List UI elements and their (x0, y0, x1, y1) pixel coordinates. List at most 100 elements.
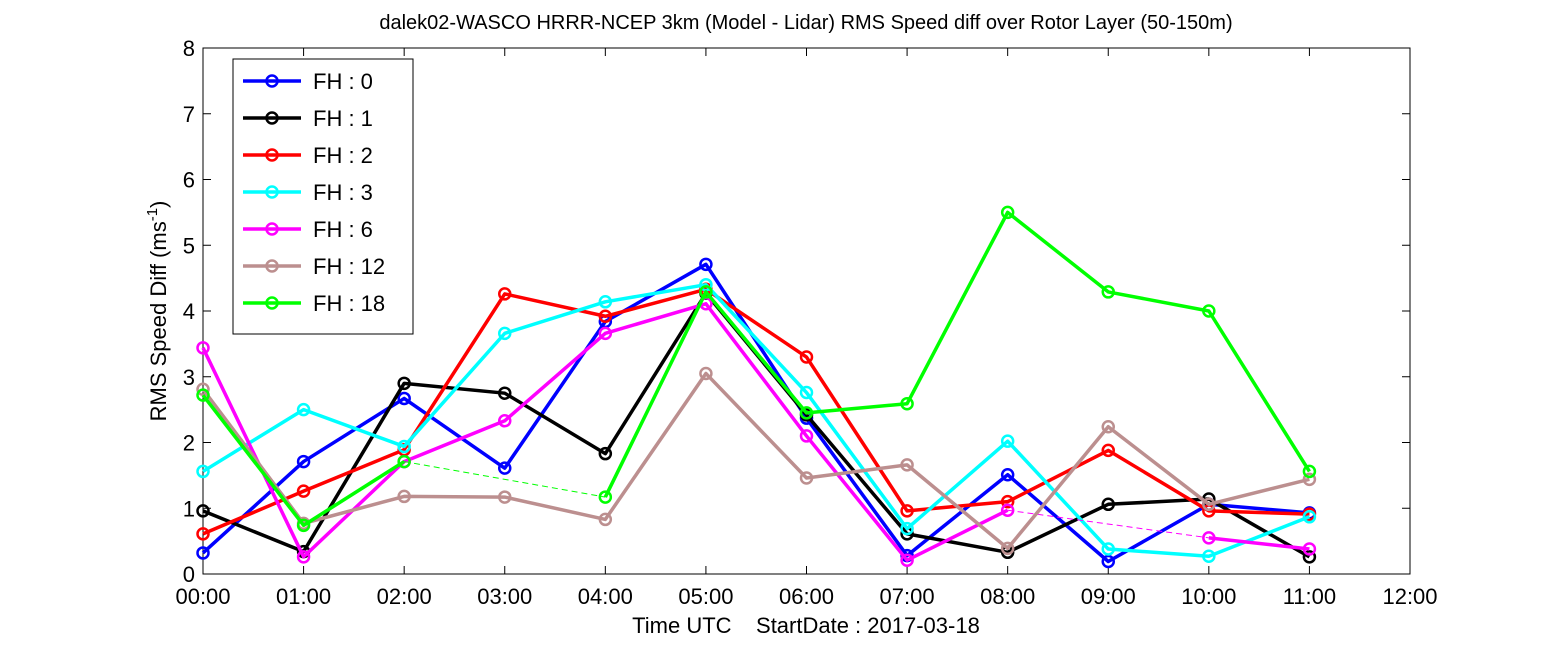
data-point (900, 504, 914, 518)
data-point (196, 527, 210, 541)
y-tick-label: 5 (183, 233, 195, 258)
data-point (1101, 419, 1115, 434)
data-point (799, 406, 814, 420)
legend-marker (265, 148, 279, 162)
legend-entry: FH : 2 (243, 143, 373, 168)
data-point (1302, 510, 1317, 524)
data-point (900, 553, 914, 567)
y-tick-label: 8 (183, 36, 195, 61)
legend-marker (265, 296, 279, 310)
data-point (1000, 494, 1015, 509)
legend-box (232, 58, 414, 335)
legend-entry: FH : 12 (243, 254, 385, 279)
data-point (296, 484, 311, 498)
data-point (196, 388, 210, 402)
data-point (296, 402, 311, 417)
data-point (598, 512, 613, 527)
data-point (498, 287, 512, 301)
data-point (1202, 531, 1216, 545)
chart-title: dalek02-WASCO HRRR-NCEP 3km (Model - Lid… (379, 12, 1232, 34)
legend: FH : 0 FH : 1 FH : 2 FH : 3 FH : 6 FH : 12 FH … (232, 58, 414, 335)
data-point (799, 429, 814, 443)
axes: 00:00 01:00 02:00 03:00 04:00 05:00 06:00 07:00… (175, 36, 1437, 609)
data-point (397, 391, 411, 406)
data-point (296, 454, 311, 469)
data-point (1302, 464, 1317, 479)
data-point (598, 446, 613, 461)
data-point (900, 396, 914, 411)
data-point (598, 326, 613, 341)
y-axis-label-sup: -1 (144, 208, 161, 221)
x-tick-label: 03:00 (477, 584, 532, 609)
data-point (196, 382, 210, 396)
data-point (196, 546, 210, 560)
legend-label: FH : 12 (313, 254, 385, 279)
legend-marker (265, 111, 279, 125)
data-point (1202, 549, 1216, 563)
data-point (799, 471, 814, 485)
data-point (1101, 542, 1115, 556)
series-line (202, 282, 1311, 558)
y-tick-label: 7 (183, 102, 195, 127)
data-point (1000, 467, 1015, 482)
data-point (799, 350, 814, 364)
data-point (296, 550, 311, 564)
x-axis-label: Time UTC StartDate : 2017-03-18 (632, 613, 980, 638)
data-point (498, 414, 512, 428)
x-tick-label: 11:00 (1283, 584, 1336, 609)
data-point (1000, 205, 1015, 220)
y-tick-label: 0 (183, 562, 195, 587)
y-tick-label: 6 (183, 168, 195, 193)
legend-label: FH : 1 (313, 106, 373, 131)
y-tick-label: 2 (183, 431, 195, 456)
y-axis-label-main: RMS Speed Diff (ms (146, 221, 171, 421)
series-line (201, 371, 1310, 551)
x-tick-label: 01:00 (276, 584, 331, 609)
series-line (202, 287, 1310, 536)
x-tick-label: 00:00 (175, 584, 230, 609)
data-point (397, 376, 411, 391)
data-point (397, 439, 411, 454)
y-tick-label: 4 (183, 299, 195, 324)
legend-marker (265, 74, 279, 88)
data-point (1000, 541, 1015, 556)
data-point (598, 490, 613, 504)
y-axis-label-close: ) (146, 201, 171, 208)
data-point (498, 386, 512, 400)
data-point (1302, 472, 1317, 487)
y-tick-label: 1 (183, 496, 195, 521)
data-point (598, 309, 613, 324)
y-axis-label: RMS Speed Diff (ms-1) (144, 201, 171, 422)
data-point (397, 454, 411, 469)
data-point (699, 257, 713, 272)
data-point (296, 518, 311, 533)
series-gap-line (1007, 509, 1209, 539)
legend-label: FH : 18 (313, 291, 385, 316)
series-line (201, 394, 406, 528)
data-point (699, 366, 713, 381)
series-gap-line (404, 461, 606, 498)
data-point (196, 341, 210, 355)
data-point (699, 285, 713, 299)
series-line (201, 302, 1009, 562)
legend-label: FH : 2 (313, 143, 373, 168)
x-tick-label: 08:00 (980, 584, 1035, 609)
legend-marker (265, 222, 279, 236)
data-point (1202, 304, 1216, 318)
data-point (1000, 503, 1015, 517)
data-point (498, 461, 512, 475)
data-point (1302, 550, 1317, 564)
x-tick-label: 12:00 (1382, 584, 1437, 609)
x-tick-label: 07:00 (880, 584, 935, 609)
x-tick-label: 09:00 (1081, 584, 1136, 609)
data-point (1000, 434, 1015, 448)
data-point (900, 521, 914, 536)
legend-entry: FH : 1 (243, 106, 373, 131)
data-point (1302, 542, 1317, 556)
legend-label: FH : 6 (313, 217, 373, 242)
series-5 (196, 366, 1317, 556)
legend-entry: FH : 18 (243, 291, 385, 316)
data-point (900, 458, 914, 472)
series-3 (196, 277, 1317, 563)
